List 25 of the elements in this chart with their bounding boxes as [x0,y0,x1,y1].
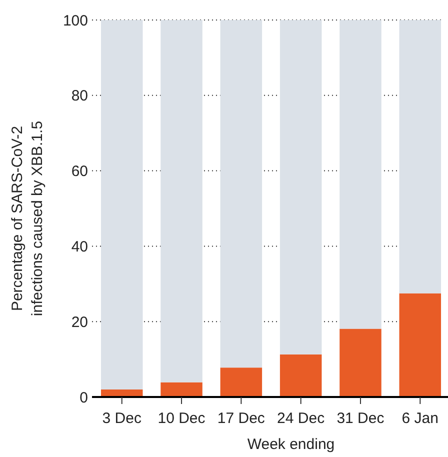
x-tick-label: 17 Dec [217,410,266,427]
bar [160,20,202,382]
bar [280,20,322,354]
bar [340,20,382,329]
y-tick-label: 80 [71,88,88,105]
bar [220,368,262,397]
x-tick-label: 24 Dec [277,410,326,427]
bar [399,293,442,397]
x-tick-label: 10 Dec [158,410,206,427]
x-tick-label: 31 Dec [336,410,385,427]
bar [220,20,262,368]
x-tick-label: 3 Dec [102,410,142,427]
y-tick-label: 100 [62,12,88,30]
y-tick-label: 20 [71,314,88,331]
y-tick-label: 60 [71,163,88,180]
y-tick-label: 0 [80,389,88,406]
bar [100,20,143,390]
x-axis-title: Week ending [247,436,335,453]
bar [280,354,322,397]
bar [340,328,382,397]
y-tick-label: 40 [71,238,88,256]
bar [160,382,202,397]
bar [399,20,442,294]
y-axis-title: Percentage of SARS-CoV-2 infections caused by XBB.1.5 [9,120,46,316]
x-tick-label: 6 Jan [402,410,438,427]
